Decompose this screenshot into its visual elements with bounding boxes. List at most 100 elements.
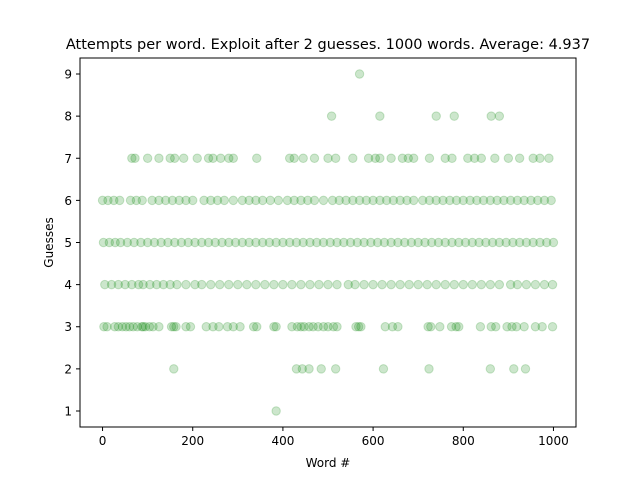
data-point bbox=[137, 322, 147, 332]
data-point bbox=[424, 364, 434, 374]
x-tick-label: 200 bbox=[181, 434, 204, 448]
data-point bbox=[375, 111, 385, 121]
data-point bbox=[176, 237, 187, 248]
x-tick-label: 0 bbox=[99, 434, 107, 448]
data-point bbox=[487, 237, 498, 248]
data-point bbox=[467, 237, 477, 248]
data-point bbox=[269, 279, 279, 290]
data-point bbox=[438, 195, 448, 206]
data-point bbox=[303, 195, 313, 206]
data-point bbox=[148, 322, 158, 332]
data-point bbox=[435, 322, 445, 332]
data-point bbox=[386, 279, 396, 290]
data-point bbox=[361, 195, 372, 206]
data-point bbox=[511, 322, 522, 332]
data-point bbox=[352, 237, 363, 248]
data-point bbox=[388, 195, 399, 206]
data-point bbox=[451, 195, 462, 206]
data-point bbox=[547, 279, 558, 290]
data-point bbox=[215, 153, 226, 163]
data-point bbox=[408, 195, 419, 206]
data-point bbox=[499, 195, 509, 206]
data-point bbox=[395, 279, 405, 290]
data-point bbox=[171, 322, 181, 332]
data-point bbox=[125, 195, 136, 206]
data-point bbox=[138, 279, 148, 290]
data-point bbox=[356, 322, 366, 332]
data-point bbox=[507, 322, 517, 332]
data-point bbox=[117, 322, 128, 332]
data-point bbox=[224, 153, 234, 163]
y-tick-label: 6 bbox=[64, 194, 72, 208]
data-point bbox=[284, 237, 295, 248]
data-point bbox=[476, 279, 487, 290]
data-point bbox=[378, 364, 389, 374]
data-point bbox=[431, 195, 441, 206]
data-point bbox=[228, 153, 239, 163]
data-point bbox=[431, 111, 441, 121]
data-point bbox=[149, 237, 160, 248]
data-point bbox=[165, 279, 175, 290]
data-point bbox=[449, 111, 459, 121]
data-point bbox=[252, 153, 262, 163]
data-point bbox=[359, 237, 369, 248]
data-point bbox=[98, 237, 109, 248]
data-point bbox=[491, 322, 501, 332]
x-axis-ticks: 0 200 400 600 800 1000 bbox=[99, 427, 569, 448]
data-point bbox=[291, 237, 302, 248]
data-point bbox=[386, 153, 396, 163]
data-point bbox=[528, 237, 538, 248]
data-point bbox=[406, 237, 417, 248]
y-axis-label: Guesses bbox=[42, 217, 56, 267]
data-point bbox=[332, 237, 342, 248]
data-point bbox=[377, 279, 387, 290]
data-point bbox=[445, 195, 455, 206]
data-point bbox=[298, 153, 308, 163]
data-point bbox=[296, 279, 306, 290]
y-tick-label: 2 bbox=[64, 362, 72, 376]
data-point bbox=[458, 279, 468, 290]
data-point bbox=[424, 153, 435, 163]
data-point bbox=[282, 195, 293, 206]
data-point bbox=[257, 237, 268, 248]
data-point bbox=[128, 322, 138, 332]
y-tick-label: 5 bbox=[64, 236, 72, 250]
data-point bbox=[292, 322, 303, 332]
data-point bbox=[265, 195, 275, 206]
data-point bbox=[404, 279, 414, 290]
data-point bbox=[328, 322, 339, 332]
data-point bbox=[353, 322, 364, 332]
data-point bbox=[514, 237, 525, 248]
data-point bbox=[402, 195, 412, 206]
data-point bbox=[372, 237, 383, 248]
data-point bbox=[145, 279, 155, 290]
data-point bbox=[323, 322, 333, 332]
data-point bbox=[130, 153, 140, 163]
data-point bbox=[323, 279, 333, 290]
data-point bbox=[169, 153, 180, 163]
data-point bbox=[113, 322, 124, 332]
data-point bbox=[242, 279, 252, 290]
data-point bbox=[508, 237, 518, 248]
data-point bbox=[308, 322, 318, 332]
data-point bbox=[326, 111, 337, 121]
data-point bbox=[427, 237, 437, 248]
data-point bbox=[345, 237, 356, 248]
data-point bbox=[271, 406, 281, 416]
data-point bbox=[122, 237, 133, 248]
data-point bbox=[519, 322, 529, 332]
data-point bbox=[309, 153, 320, 163]
data-point bbox=[454, 322, 464, 332]
data-point bbox=[158, 279, 169, 290]
chart-title: Attempts per word. Exploit after 2 guess… bbox=[66, 37, 590, 53]
y-axis-ticks: 1 2 3 4 5 6 7 8 9 bbox=[64, 68, 80, 418]
data-point bbox=[486, 111, 496, 121]
data-point bbox=[271, 237, 281, 248]
data-point bbox=[341, 195, 351, 206]
data-point bbox=[251, 279, 261, 290]
data-point bbox=[327, 195, 338, 206]
data-point bbox=[330, 364, 341, 374]
data-point bbox=[131, 195, 142, 206]
data-point bbox=[447, 237, 457, 248]
